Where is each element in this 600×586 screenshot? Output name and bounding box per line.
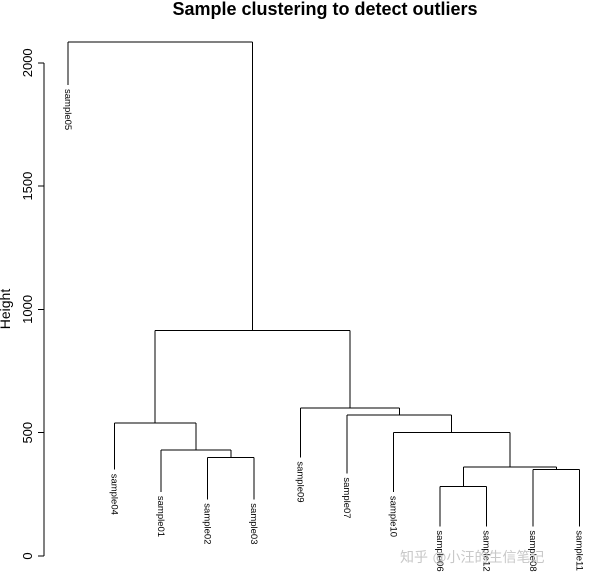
leaf-label-sample05: sample05 — [62, 89, 73, 130]
y-tick-label: 500 — [20, 422, 35, 444]
y-axis: 0 500 1000 1500 2000 — [20, 48, 45, 560]
leaf-label-sample06: sample06 — [434, 530, 445, 571]
leaf-label-sample04: sample04 — [109, 474, 120, 515]
leaf-label-sample03: sample03 — [248, 503, 259, 544]
leaf-label-sample09: sample09 — [295, 461, 306, 502]
y-tick-label: 0 — [20, 552, 35, 559]
dendrogram-tree — [67, 41, 580, 527]
leaf-labels: sample05 sample04 sample01 sample02 sample03… — [62, 89, 585, 572]
leaf-label-sample12: sample12 — [481, 530, 492, 571]
leaf-label-sample11: sample11 — [574, 530, 585, 571]
chart-title: Sample clustering to detect outliers — [172, 0, 477, 19]
leaf-label-sample07: sample07 — [341, 477, 352, 518]
watermark: 知乎 @小汪的生信笔记 — [400, 549, 544, 566]
leaf-label-sample01: sample01 — [155, 496, 166, 537]
y-tick-label: 1000 — [20, 295, 35, 324]
leaf-label-sample02: sample02 — [202, 503, 213, 544]
leaf-label-sample10: sample10 — [388, 496, 399, 537]
y-tick-label: 2000 — [20, 48, 35, 77]
y-tick-label: 1500 — [20, 172, 35, 201]
y-axis-label: Height — [0, 289, 13, 330]
leaf-label-sample08: sample08 — [527, 530, 538, 571]
